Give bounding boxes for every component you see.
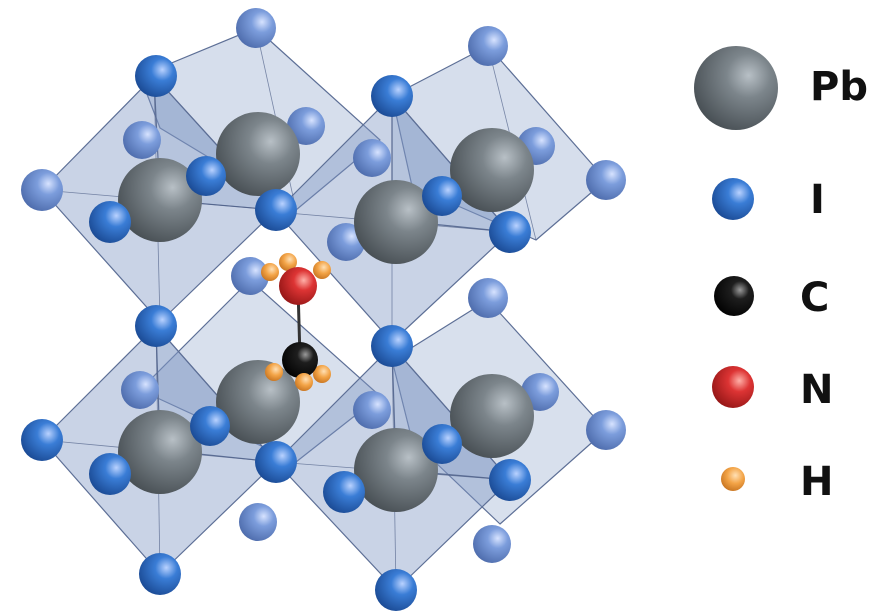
iodine-atom [255,189,297,231]
carbon-swatch-icon [714,276,754,316]
lead-atom [118,158,202,242]
legend-label-c: C [800,275,830,321]
hydrogen-atom [279,253,297,271]
legend-item-c: C [688,272,878,362]
hydrogen-atom [261,263,279,281]
legend-item-i: I [688,172,878,262]
iodine-atom [371,75,413,117]
lead-atom [354,428,438,512]
iodine-atom [89,453,131,495]
iodine-atoms-front [21,55,531,611]
iodine-atom [186,156,226,196]
lead-atom [216,360,300,444]
iodine-atom [21,169,63,211]
hydrogen-atom [313,365,331,383]
lead-atom [450,374,534,458]
iodine-atom [21,419,63,461]
lead-atoms-back [216,112,534,458]
legend-item-h: H [688,454,878,544]
methylammonium-cation [261,253,331,391]
legend-label-pb: Pb [810,64,868,110]
iodine-atom [371,325,413,367]
iodine-atom [375,569,417,611]
legend-label-n: N [800,367,834,413]
iodine-atom [135,305,177,347]
iodine-atoms-back [121,8,626,563]
iodine-atom [89,201,131,243]
hydrogen-atom [265,363,283,381]
legend-item-n: N [688,362,878,452]
perovskite-crystal-structure [21,8,626,611]
iodine-atom [123,121,161,159]
iodine-atom [489,211,531,253]
iodine-atom [353,139,391,177]
octahedra-layer [41,27,607,591]
iodine-atom [473,525,511,563]
iodine-atom [239,503,277,541]
lead-atom [354,180,438,264]
iodine-atom [422,424,462,464]
lead-atoms-front [118,158,438,512]
lead-swatch-icon [694,46,778,130]
iodine-atom [139,553,181,595]
iodine-atom [255,441,297,483]
iodine-atom [121,371,159,409]
iodine-atom [236,8,276,48]
iodine-atom [489,459,531,501]
iodine-atom [353,391,391,429]
iodine-atom [287,107,325,145]
hydrogen-atom [313,261,331,279]
lead-atom [450,128,534,212]
iodine-atom [135,55,177,97]
nitrogen-swatch-icon [712,366,754,408]
lead-atom [216,112,300,196]
lead-atom [118,410,202,494]
legend-label-i: I [810,177,825,223]
carbon-atom [282,342,318,378]
legend-label-h: H [800,459,834,505]
iodine-atom [231,257,269,295]
nitrogen-atom [279,267,317,305]
iodine-atom [586,160,626,200]
iodine-atom [323,471,365,513]
iodine-atom [586,410,626,450]
iodine-atom [190,406,230,446]
legend-item-pb: Pb [688,43,878,133]
iodine-atom [468,26,508,66]
iodine-atom [422,176,462,216]
iodine-atom [468,278,508,318]
hydrogen-swatch-icon [721,467,745,491]
hydrogen-atom [295,373,313,391]
iodine-swatch-icon [712,178,754,220]
